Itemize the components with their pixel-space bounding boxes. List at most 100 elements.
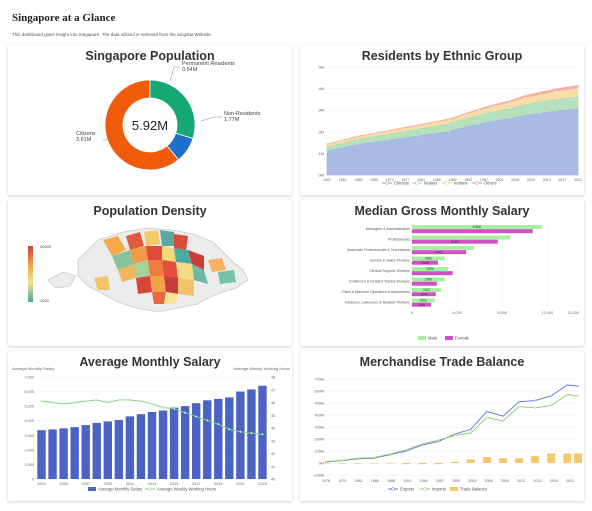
trade-xtick: 2009 <box>501 479 509 483</box>
ethnic-point <box>341 147 344 149</box>
salary-legend-male-swatch[interactable] <box>418 336 426 340</box>
avg-salary-bar[interactable] <box>147 411 157 479</box>
ethnic-point <box>539 91 541 94</box>
donut-label-value: 0.54M <box>182 67 198 73</box>
avg-salary-bar[interactable] <box>158 410 168 479</box>
trade-ytick: -100M <box>313 474 324 478</box>
avg-xtick: 2023 <box>258 482 266 486</box>
trade-balance-bar[interactable] <box>418 463 427 465</box>
salary-bar-male[interactable] <box>412 277 445 282</box>
trade-legend-balance-label: Trade Balance <box>460 487 488 492</box>
salary-bar-male[interactable] <box>412 267 449 271</box>
salary-bar-female[interactable] <box>412 229 533 234</box>
avg-legend-salary-swatch[interactable] <box>88 487 96 491</box>
ethnic-xtick: 1981 <box>417 178 425 182</box>
avg-salary-bar[interactable] <box>258 385 267 479</box>
avg-salary-bar[interactable] <box>136 414 146 479</box>
trade-xtick: 2003 <box>468 479 476 483</box>
trade-balance-bar[interactable] <box>370 463 379 464</box>
trade-balance-bar[interactable] <box>402 463 411 465</box>
salary-bar-female[interactable] <box>412 292 436 297</box>
salary-bar-female[interactable] <box>412 281 437 286</box>
trade-balance-bar[interactable] <box>515 458 524 463</box>
ethnic-xtick: 1973 <box>386 178 394 182</box>
avg-ytick-left: 7,000 <box>24 376 34 380</box>
salary-bar-male[interactable] <box>412 256 445 261</box>
salary-bar-female[interactable] <box>412 271 453 276</box>
ethnic-point <box>326 146 328 148</box>
avg-salary-bar[interactable] <box>203 400 212 479</box>
avg-xtick: 2019 <box>214 482 222 486</box>
salary-category-label: Professionals <box>388 238 410 242</box>
trade-balance-bar[interactable] <box>547 453 556 463</box>
salary-legend-female-swatch[interactable] <box>445 336 453 340</box>
avg-salary-bar[interactable] <box>191 403 201 479</box>
trade-balance-bar[interactable] <box>574 453 582 463</box>
avg-hours-point <box>217 423 220 426</box>
avg-salary-bar[interactable] <box>225 397 234 479</box>
avg-salary-bar[interactable] <box>169 407 179 479</box>
trade-balance-bar[interactable] <box>434 463 443 465</box>
trade-balance-bar[interactable] <box>466 459 475 463</box>
salary-bar-female[interactable] <box>412 239 498 244</box>
ethnic-point <box>493 110 496 113</box>
ethnic-point <box>478 123 481 126</box>
salary-bar-female[interactable] <box>412 302 432 307</box>
avg-salary-bar[interactable] <box>92 422 101 479</box>
ethnic-ytick: 2M <box>318 129 324 134</box>
ethnic-point <box>356 135 359 138</box>
donut-slice-citizens[interactable] <box>104 79 180 171</box>
salary-bar-male[interactable] <box>412 246 475 250</box>
trade-balance-bar[interactable] <box>563 453 572 463</box>
salary-bar-female[interactable] <box>412 260 438 265</box>
trade-xtick: 1976 <box>322 479 330 483</box>
trade-xtick: 1985 <box>371 479 379 483</box>
salary-bar-male[interactable] <box>412 235 511 240</box>
trade-line-imports[interactable] <box>325 394 579 463</box>
salary-bar-female[interactable] <box>412 250 467 255</box>
trade-balance-bar[interactable] <box>354 463 363 464</box>
avg-salary-bar[interactable] <box>114 419 124 479</box>
trade-balance-bar[interactable] <box>322 463 330 464</box>
ethnic-point <box>508 101 511 104</box>
avg-salary-bar[interactable] <box>48 429 57 479</box>
trade-balance-bar[interactable] <box>531 455 540 463</box>
trade-balance-bar[interactable] <box>338 463 347 464</box>
salary-bar-male[interactable] <box>412 288 442 292</box>
ethnic-legend-marker <box>385 181 389 185</box>
trade-balance-bar[interactable] <box>386 463 395 464</box>
avg-salary-bar[interactable] <box>125 416 135 479</box>
trade-balance-bar[interactable] <box>498 458 507 463</box>
avg-salary-bar[interactable] <box>214 398 223 479</box>
trade-balance-bar[interactable] <box>482 457 491 463</box>
avg-salary-bar[interactable] <box>59 428 68 479</box>
avg-salary-bar[interactable] <box>37 430 46 479</box>
salary-bar-male[interactable] <box>412 298 435 303</box>
ethnic-point <box>341 142 344 145</box>
avg-salary-bar[interactable] <box>81 425 90 479</box>
avg-salary-combo-chart[interactable]: Average Monthly Salary Average Weekly Wor… <box>8 351 292 501</box>
median-salary-bar-chart[interactable]: 0 4,000 8,000 12,000 12,000 Managers & Admini… <box>300 200 584 346</box>
trade-ytick: 500M <box>315 402 325 406</box>
trade-legend-balance-swatch[interactable] <box>450 487 458 491</box>
singapore-map[interactable] <box>47 227 249 313</box>
trade-line-exports[interactable] <box>325 384 579 463</box>
donut-slice-permanent-residents[interactable] <box>166 132 194 161</box>
density-map[interactable]: 30000 1000 <box>8 200 292 346</box>
avg-salary-bar[interactable] <box>70 427 79 479</box>
avg-salary-bar[interactable] <box>103 421 113 479</box>
ethnic-point <box>326 143 328 146</box>
salary-bar-male[interactable] <box>412 225 542 229</box>
avg-ytick-right: 48 <box>271 376 275 380</box>
ethnic-point <box>539 112 541 115</box>
trade-xtick: 1988 <box>387 479 395 483</box>
avg-salary-bar[interactable] <box>180 406 190 479</box>
avg-hours-point <box>117 398 120 402</box>
avg-salary-bar[interactable] <box>236 391 245 479</box>
trade-balance-bar[interactable] <box>450 461 459 463</box>
avg-hours-point <box>40 400 43 403</box>
trade-xtick: 1991 <box>403 479 411 483</box>
